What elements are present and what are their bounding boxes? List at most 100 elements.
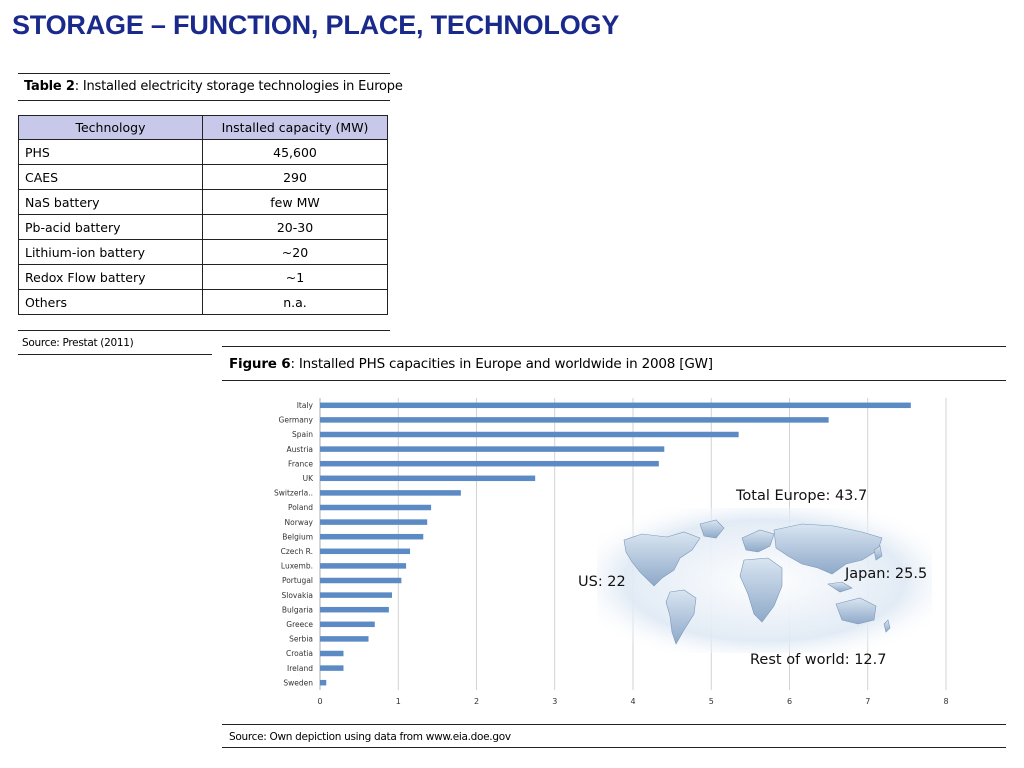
bar-luxemb: [320, 563, 407, 569]
table-row: Pb-acid battery 20-30: [18, 214, 388, 240]
technology-cell: PHS: [18, 139, 203, 165]
category-label: Czech R.: [281, 547, 313, 556]
category-label: Sweden: [283, 678, 313, 687]
column-header-capacity: Installed capacity (MW): [202, 115, 388, 140]
category-label: Croatia: [286, 649, 313, 658]
table-header-row: Technology Installed capacity (MW): [18, 115, 388, 140]
x-tick-label: 8: [943, 697, 948, 706]
bar-switzerla: [320, 490, 461, 496]
figure-caption: Figure 6: Installed PHS capacities in Eu…: [229, 356, 713, 372]
technology-cell: Lithium-ion battery: [18, 239, 203, 265]
total-europe-annotation: Total Europe: 43.7: [735, 488, 867, 504]
category-label: Ireland: [287, 664, 313, 673]
figure-source: Source: Own depiction using data from ww…: [229, 731, 511, 743]
world-map-icon: [597, 508, 932, 653]
x-tick-label: 7: [865, 697, 870, 706]
bar-germany: [320, 417, 829, 423]
x-tick-label: 4: [630, 697, 635, 706]
japan-annotation: Japan: 25.5: [844, 566, 927, 582]
bar-slovakia: [320, 592, 392, 598]
figure-top-rule: [222, 346, 1006, 347]
table-source-rule: [18, 354, 212, 355]
bar-bulgaria: [320, 606, 389, 613]
table-source: Source: Prestat (2011): [22, 337, 134, 349]
bar-norway: [320, 519, 428, 525]
chart-x-tick-labels: 0 1 2 3 4 5 6 7 8: [317, 697, 948, 706]
category-label: Switzerla..: [274, 489, 313, 498]
category-label: Norway: [285, 518, 314, 527]
figure-source-rule: [222, 747, 1006, 748]
chart-bars: [320, 402, 911, 686]
table-caption-label: Table 2: [24, 79, 75, 94]
chart-category-labels: Italy Germany Spain Austria France UK Switzerl…: [274, 401, 314, 687]
category-label: Slovakia: [282, 591, 314, 600]
bar-france: [320, 460, 659, 467]
figure-caption-rule: [222, 380, 1006, 381]
category-label: Serbia: [289, 635, 313, 644]
slide-title: STORAGE – FUNCTION, PLACE, TECHNOLOGY: [12, 10, 620, 40]
category-label: France: [288, 459, 313, 468]
table-caption-text: : Installed electricity storage technolo…: [74, 79, 403, 94]
technology-cell: Pb-acid battery: [18, 214, 203, 240]
capacity-cell: few MW: [202, 189, 388, 215]
table-row: CAES 290: [18, 164, 388, 190]
table-row: Others n.a.: [18, 289, 388, 315]
figure-bottom-rule: [222, 724, 1006, 725]
bar-poland: [320, 504, 432, 511]
category-label: Luxemb.: [281, 562, 313, 571]
technology-cell: NaS battery: [18, 189, 203, 215]
x-tick-label: 6: [787, 697, 792, 706]
capacity-cell: n.a.: [202, 289, 388, 315]
us-annotation: US: 22: [578, 574, 626, 590]
category-label: Austria: [287, 445, 314, 454]
category-label: UK: [303, 474, 314, 483]
bar-ireland: [320, 665, 344, 671]
x-tick-label: 2: [474, 697, 479, 706]
bar-portugal: [320, 577, 402, 584]
bar-croatia: [320, 650, 344, 657]
technology-cell: CAES: [18, 164, 203, 190]
capacity-cell: ~20: [202, 239, 388, 265]
bar-serbia: [320, 636, 369, 642]
figure-caption-text: : Installed PHS capacities in Europe and…: [290, 356, 713, 372]
x-tick-label: 1: [396, 697, 401, 706]
category-label: Poland: [288, 503, 313, 512]
capacity-cell: ~1: [202, 264, 388, 290]
category-label: Belgium: [282, 532, 313, 541]
bar-uk: [320, 475, 536, 482]
capacity-cell: 290: [202, 164, 388, 190]
table-row: Lithium-ion battery ~20: [18, 239, 388, 265]
category-label: Italy: [297, 401, 314, 410]
column-header-technology: Technology: [18, 115, 203, 140]
technology-cell: Others: [18, 289, 203, 315]
x-tick-label: 0: [317, 697, 322, 706]
technology-cell: Redox Flow battery: [18, 264, 203, 290]
x-tick-label: 5: [709, 697, 714, 706]
category-label: Spain: [292, 430, 313, 439]
table-top-rule: [18, 73, 390, 74]
storage-capacity-table: Technology Installed capacity (MW) PHS 45…: [18, 115, 388, 315]
rest-of-world-annotation: Rest of world: 12.7: [750, 652, 886, 668]
capacity-cell: 20-30: [202, 214, 388, 240]
capacity-cell: 45,600: [202, 139, 388, 165]
table-row: PHS 45,600: [18, 139, 388, 165]
bar-italy: [320, 402, 911, 409]
phs-capacity-chart: Italy Germany Spain Austria France UK Switzerl…: [274, 398, 949, 706]
bar-czech-r: [320, 548, 410, 555]
category-label: Greece: [286, 620, 313, 629]
table-row: Redox Flow battery ~1: [18, 264, 388, 290]
category-label: Portugal: [282, 576, 313, 585]
figure-caption-label: Figure 6: [229, 356, 291, 372]
bar-sweden: [320, 679, 327, 686]
table-caption-rule: [18, 100, 390, 101]
bar-greece: [320, 621, 375, 628]
table-row: NaS battery few MW: [18, 189, 388, 215]
x-tick-label: 3: [552, 697, 557, 706]
category-label: Germany: [279, 416, 314, 425]
bar-austria: [320, 446, 665, 452]
category-label: Bulgaria: [282, 605, 313, 614]
table-bottom-rule: [18, 330, 390, 331]
bar-belgium: [320, 533, 424, 540]
table-caption: Table 2: Installed electricity storage t…: [24, 79, 403, 94]
bar-spain: [320, 431, 739, 438]
